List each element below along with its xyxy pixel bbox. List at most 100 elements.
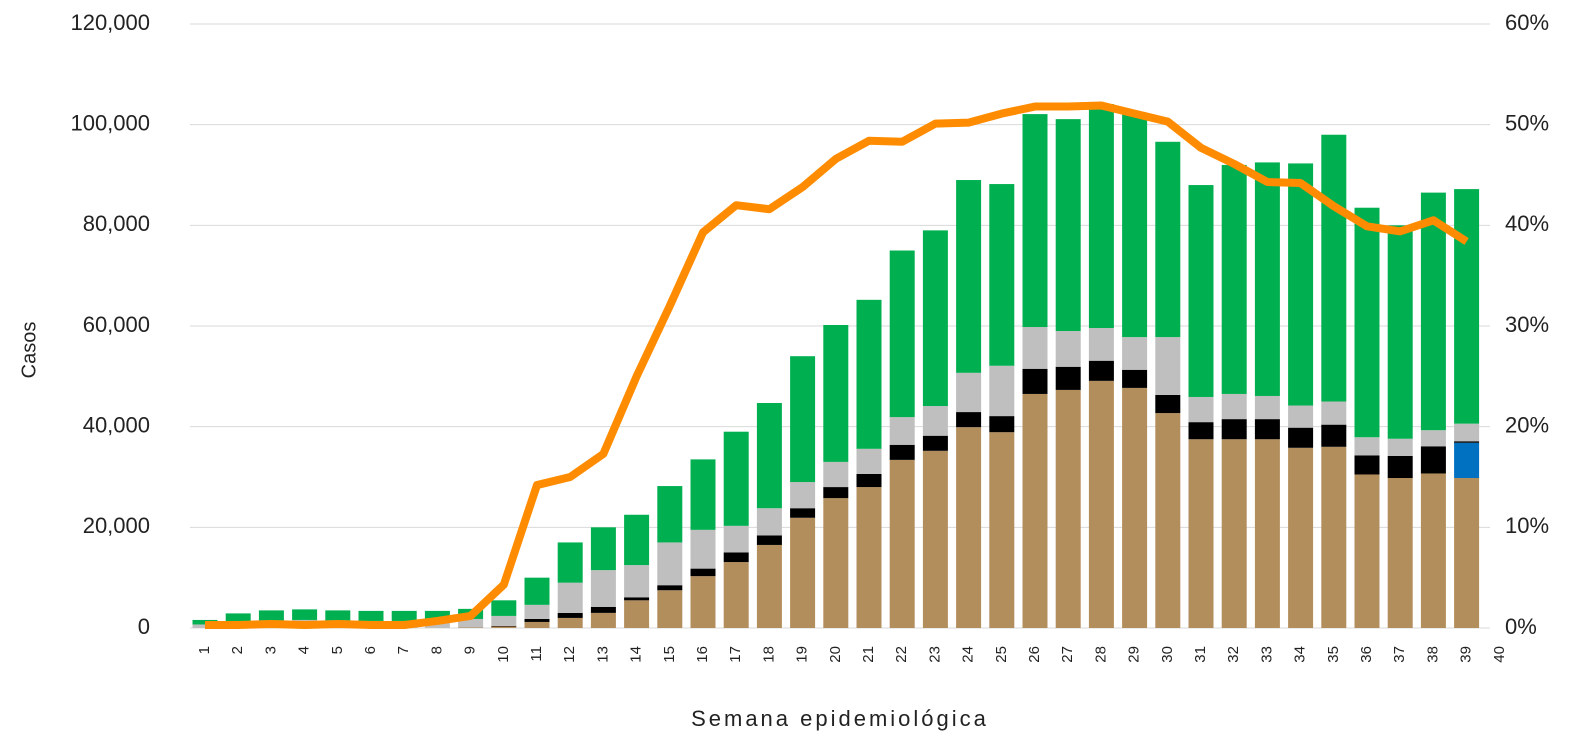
x-tick-label: 26 bbox=[1026, 646, 1043, 663]
x-tick-label: 31 bbox=[1192, 646, 1209, 663]
bar-segment bbox=[524, 621, 550, 628]
bar-segment bbox=[1454, 189, 1480, 424]
bar-segment bbox=[1454, 423, 1480, 442]
x-tick-label: 35 bbox=[1325, 646, 1342, 663]
bar-segment bbox=[391, 610, 417, 621]
bar-segment bbox=[889, 459, 915, 628]
x-tick-label: 13 bbox=[594, 646, 611, 663]
x-tick-label: 6 bbox=[362, 646, 379, 654]
x-tick-label: 17 bbox=[727, 646, 744, 663]
bar-segment bbox=[756, 403, 782, 509]
bar-segment bbox=[1155, 413, 1181, 628]
bar-segment bbox=[1387, 478, 1413, 628]
bar-segment bbox=[1188, 396, 1214, 423]
x-tick-label: 27 bbox=[1059, 646, 1076, 663]
x-tick-label: 33 bbox=[1258, 646, 1275, 663]
y2-tick-label: 0% bbox=[1505, 614, 1537, 639]
bar-segment bbox=[1122, 337, 1148, 370]
bar-segment bbox=[1088, 360, 1114, 381]
bar-segment bbox=[790, 508, 816, 518]
bar-segment bbox=[956, 412, 982, 428]
x-tick-label: 8 bbox=[428, 646, 445, 654]
x-tick-label: 36 bbox=[1358, 646, 1375, 663]
bar-segment bbox=[524, 618, 550, 622]
bar-segment bbox=[922, 450, 948, 628]
bar-segment bbox=[756, 508, 782, 536]
x-tick-label: 7 bbox=[395, 646, 412, 654]
bar-segment bbox=[225, 613, 251, 622]
bar-segment bbox=[823, 461, 849, 488]
bar-segment bbox=[723, 552, 749, 563]
bar-segment bbox=[325, 610, 351, 621]
bar-segment bbox=[1088, 380, 1114, 628]
x-tick-label: 19 bbox=[794, 646, 811, 663]
bar-segment bbox=[624, 600, 650, 628]
bar-segment bbox=[524, 604, 550, 619]
y2-tick-label: 10% bbox=[1505, 513, 1549, 538]
bar-segment bbox=[1420, 473, 1446, 628]
x-tick-label: 9 bbox=[462, 646, 479, 654]
bar-segment bbox=[922, 435, 948, 451]
bar-segment bbox=[690, 568, 716, 577]
bar-segment bbox=[1022, 393, 1048, 628]
bar-segment bbox=[458, 618, 484, 628]
bar-segment bbox=[1288, 163, 1314, 406]
bar-segment bbox=[1288, 427, 1314, 448]
bar-segment bbox=[823, 498, 849, 628]
bar-segment bbox=[1321, 401, 1347, 425]
bar-segment bbox=[590, 612, 616, 628]
bar-segment bbox=[756, 544, 782, 628]
bar-segment bbox=[1055, 366, 1081, 390]
y-tick-label: 100,000 bbox=[70, 110, 150, 135]
bar-segment bbox=[723, 431, 749, 526]
y-tick-label: 120,000 bbox=[70, 10, 150, 35]
bar-segment bbox=[1122, 387, 1148, 628]
bar-segment bbox=[690, 459, 716, 530]
bar-segment bbox=[723, 562, 749, 628]
bar-segment bbox=[790, 482, 816, 509]
x-tick-label: 29 bbox=[1126, 646, 1143, 663]
bar-segment bbox=[989, 184, 1015, 366]
bar-segment bbox=[856, 487, 882, 628]
x-tick-label: 21 bbox=[860, 646, 877, 663]
bar-segment bbox=[1321, 424, 1347, 447]
bar-segment bbox=[1155, 141, 1181, 338]
bar-segment bbox=[1254, 395, 1280, 420]
bar-segment bbox=[989, 432, 1015, 628]
bar-segment bbox=[823, 487, 849, 499]
bar-segment bbox=[1188, 439, 1214, 628]
y-tick-label: 40,000 bbox=[83, 412, 150, 437]
x-tick-label: 40 bbox=[1491, 646, 1508, 663]
bar-segment bbox=[956, 372, 982, 413]
x-tick-label: 37 bbox=[1391, 646, 1408, 663]
bar-segment bbox=[1122, 113, 1148, 338]
y2-tick-label: 60% bbox=[1505, 10, 1549, 35]
bar-segment bbox=[657, 585, 683, 591]
bar-segment bbox=[1354, 437, 1380, 456]
bar-segment bbox=[1420, 430, 1446, 447]
bar-segment bbox=[1022, 327, 1048, 369]
bar-segment bbox=[1387, 455, 1413, 479]
bar-segment bbox=[856, 473, 882, 488]
bar-segment bbox=[524, 577, 550, 605]
bar-segment bbox=[1254, 439, 1280, 628]
bar-segment bbox=[1055, 389, 1081, 628]
y-tick-label: 20,000 bbox=[83, 513, 150, 538]
x-tick-label: 16 bbox=[694, 646, 711, 663]
bar-segment bbox=[590, 570, 616, 607]
bar-segment bbox=[856, 299, 882, 449]
x-tick-label: 22 bbox=[893, 646, 910, 663]
bar-segment bbox=[1387, 438, 1413, 456]
bar-segment bbox=[1188, 185, 1214, 397]
bar-segment bbox=[889, 417, 915, 445]
bar-segment bbox=[590, 606, 616, 613]
y-tick-label: 80,000 bbox=[83, 211, 150, 236]
bar-segment bbox=[756, 535, 782, 545]
bar-segment bbox=[258, 610, 284, 621]
bar-segment bbox=[1420, 446, 1446, 474]
bar-segment bbox=[557, 582, 583, 613]
bar-segment bbox=[491, 600, 517, 616]
bar-segment bbox=[723, 525, 749, 553]
bar-segment bbox=[1188, 422, 1214, 440]
